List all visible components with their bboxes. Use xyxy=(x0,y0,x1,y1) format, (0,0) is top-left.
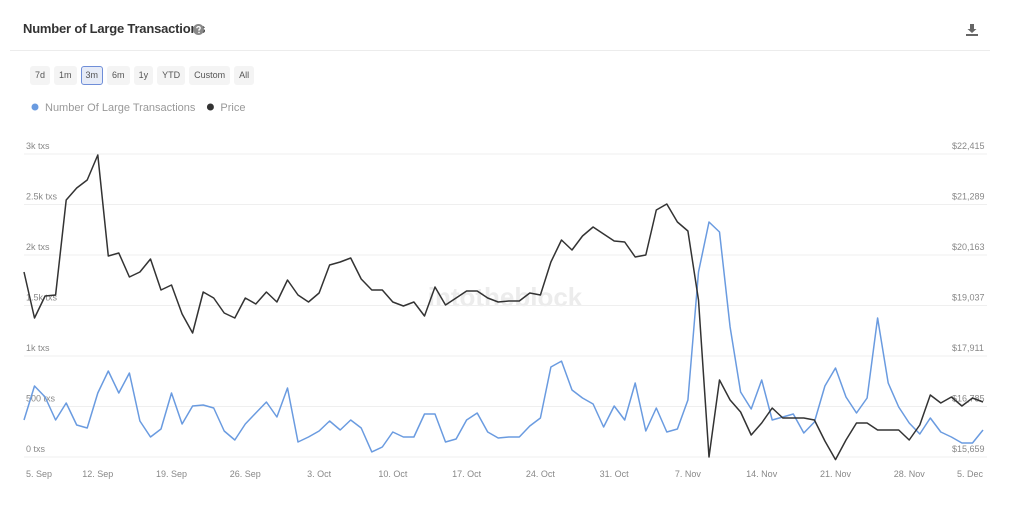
y2-tick-label: $21,289 xyxy=(952,192,985,202)
x-tick-label: 24. Oct xyxy=(526,469,556,479)
series-line xyxy=(23,154,984,461)
x-tick-label: 5. Dec xyxy=(957,469,984,479)
y2-tick-label: $16,785 xyxy=(952,394,985,404)
range-button[interactable]: 1y xyxy=(133,66,154,85)
range-button[interactable]: YTD xyxy=(157,66,186,85)
y2-tick-label: $20,163 xyxy=(952,242,985,252)
legend-marker xyxy=(31,103,39,111)
range-button[interactable]: Custom xyxy=(189,66,231,85)
y2-tick-label: $19,037 xyxy=(952,293,985,303)
legend-label: Price xyxy=(220,102,245,114)
help-icon[interactable] xyxy=(193,24,204,35)
x-tick-label: 26. Sep xyxy=(230,469,261,479)
x-tick-label: 28. Nov xyxy=(894,469,926,479)
x-tick-label: 17. Oct xyxy=(452,469,482,479)
separator xyxy=(10,50,990,51)
range-buttons: 7d 1m 3m 6m 1y YTD Custom All xyxy=(30,66,255,85)
y-tick-label: 500 txs xyxy=(26,394,56,404)
y-tick-label: 3k txs xyxy=(26,141,50,151)
y2-tick-label: $22,415 xyxy=(952,141,985,151)
x-tick-label: 10. Oct xyxy=(378,469,408,479)
x-tick-label: 21. Nov xyxy=(820,469,852,479)
y-tick-label: 2.5k txs xyxy=(26,192,58,202)
range-button[interactable]: 1m xyxy=(54,66,77,85)
x-tick-label: 31. Oct xyxy=(600,469,630,479)
legend-marker xyxy=(206,103,214,111)
x-tick-label: 19. Sep xyxy=(156,469,187,479)
widget-title: Number of Large Transactions xyxy=(23,21,206,36)
watermark: intotheblock xyxy=(428,282,583,312)
x-tick-label: 14. Nov xyxy=(746,469,778,479)
range-button[interactable]: 3m xyxy=(80,66,104,85)
x-tick-label: 7. Nov xyxy=(675,469,702,479)
x-tick-label: 3. Oct xyxy=(307,469,332,479)
legend-label: Number Of Large Transactions xyxy=(45,102,196,114)
y2-tick-label: $15,659 xyxy=(952,444,985,454)
download-icon[interactable] xyxy=(965,23,979,37)
x-tick-label: 12. Sep xyxy=(82,469,113,479)
x-tick-label: 5. Sep xyxy=(26,469,52,479)
y-tick-label: 1.5k txs xyxy=(26,293,58,303)
range-button[interactable]: All xyxy=(234,66,255,85)
range-button[interactable]: 6m xyxy=(107,66,130,85)
y-tick-label: 2k txs xyxy=(26,242,50,252)
series-line xyxy=(23,221,984,453)
y-tick-label: 0 txs xyxy=(26,444,46,454)
y2-tick-label: $17,911 xyxy=(952,343,984,353)
y-tick-label: 1k txs xyxy=(26,343,50,353)
range-button[interactable]: 7d xyxy=(30,66,51,85)
